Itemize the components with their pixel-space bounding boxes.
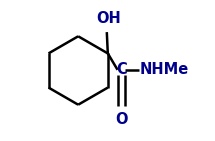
Text: O: O (115, 112, 128, 127)
Text: NHMe: NHMe (140, 62, 189, 77)
Text: C: C (116, 62, 127, 77)
Text: OH: OH (96, 11, 121, 26)
